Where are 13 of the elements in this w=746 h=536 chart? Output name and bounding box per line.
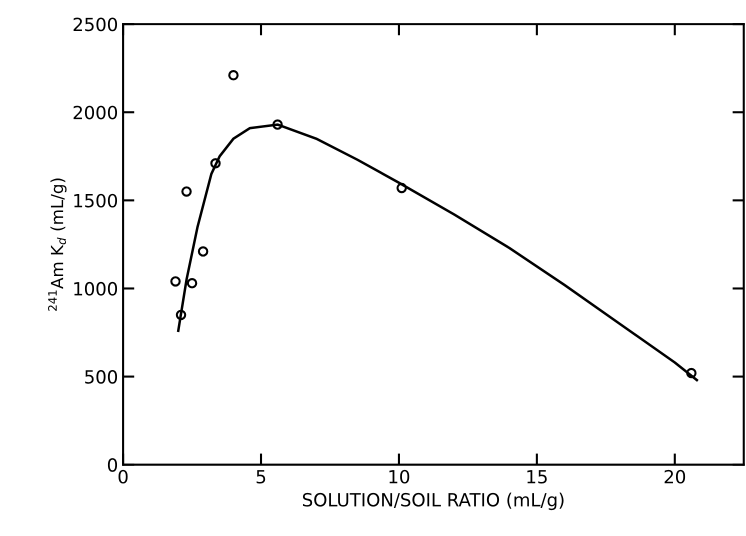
x-tick-label: 15 <box>527 470 547 484</box>
y-tick-label: 500 <box>85 370 118 384</box>
x-tick-label: 20 <box>664 470 686 484</box>
y-tick-label: 1000 <box>74 282 118 296</box>
y-tick-label: 1500 <box>74 194 118 208</box>
x-axis-title: SOLUTION/SOIL RATIO (mL/g) <box>302 492 564 510</box>
x-tick-label: 0 <box>118 470 128 484</box>
y-tick-label: 2000 <box>74 106 118 120</box>
y-tick-label: 0 <box>108 458 118 472</box>
x-tick-label: 5 <box>256 470 266 484</box>
y-tick-label: 2500 <box>74 18 118 32</box>
x-tick-label: 10 <box>389 470 410 484</box>
y-axis-title: $^{241}$Am K$_{d}$ (mL/g) <box>48 178 67 311</box>
